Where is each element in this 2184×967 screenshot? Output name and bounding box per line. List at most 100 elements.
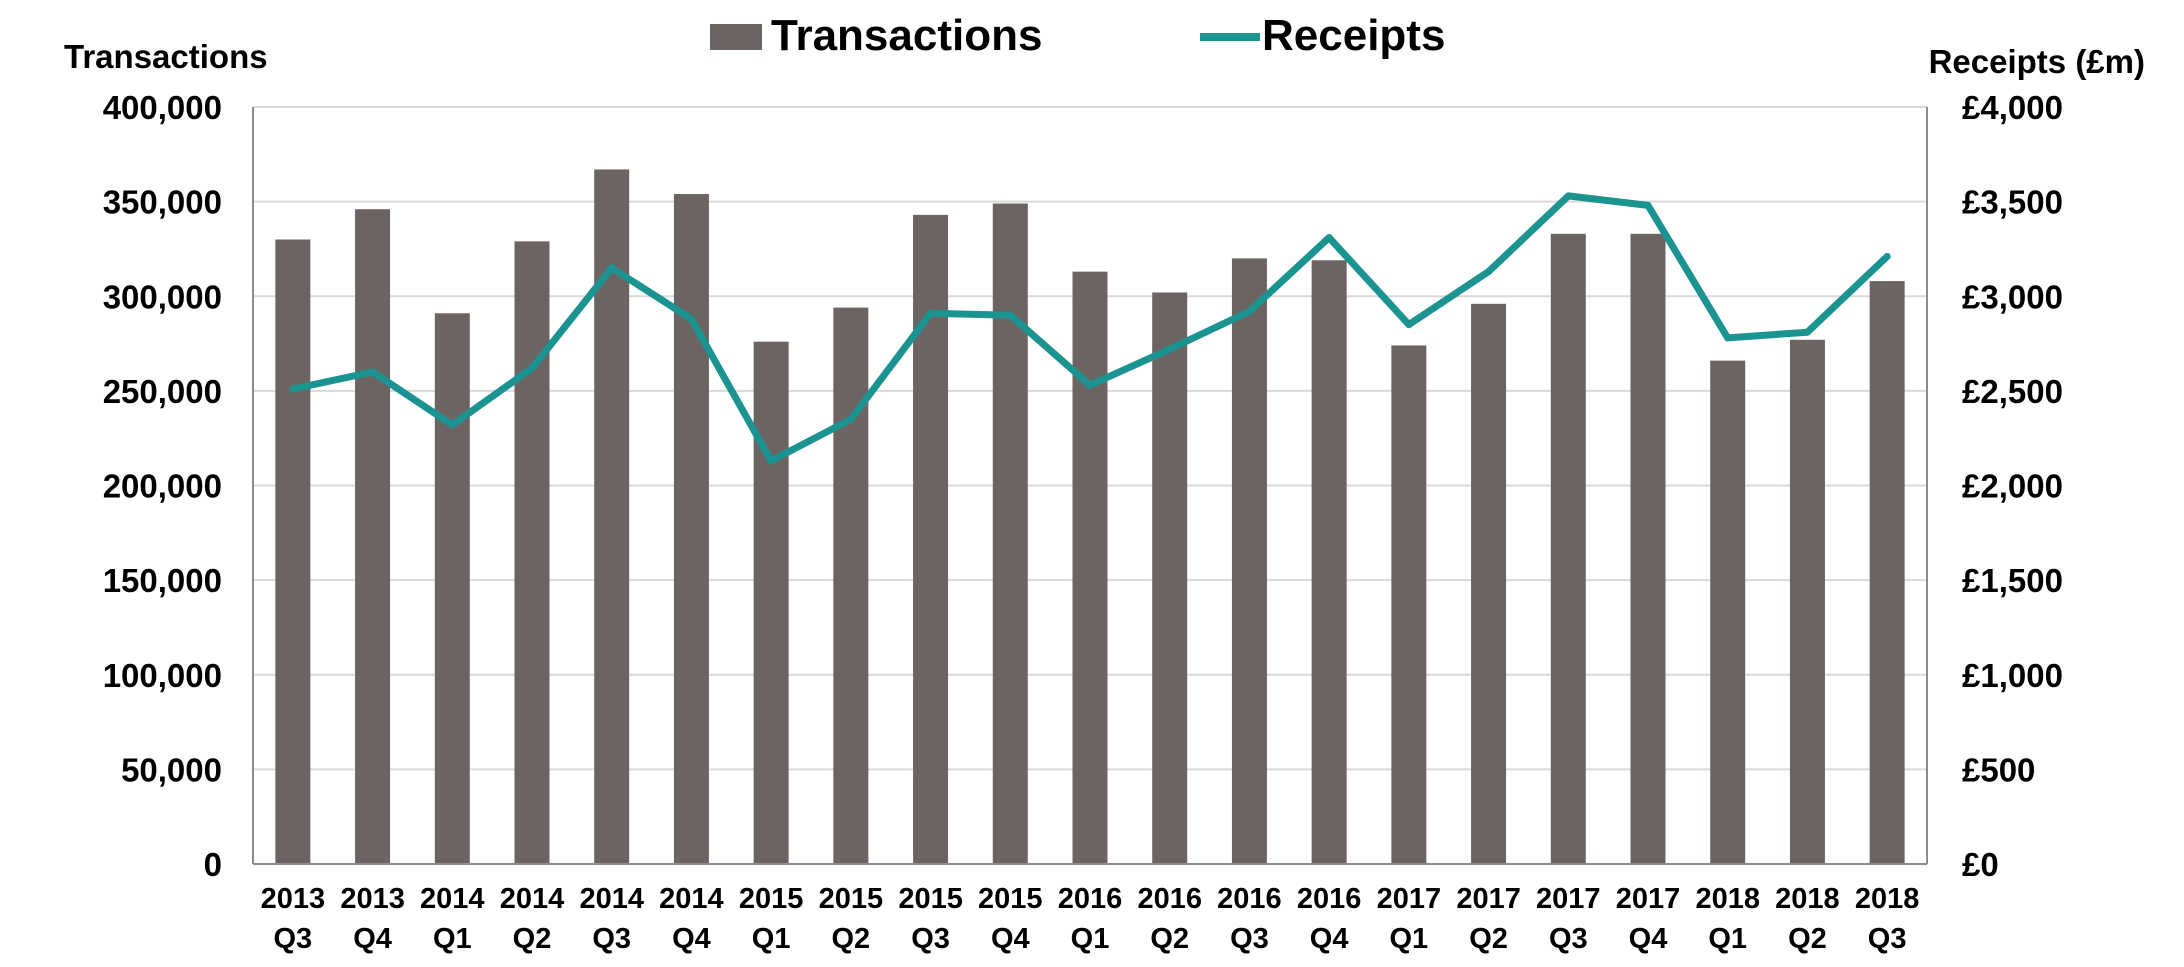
bar-transactions: [514, 241, 550, 864]
x-tick-label-quarter: Q4: [353, 923, 392, 955]
point-receipts: [1485, 268, 1493, 276]
bar-transactions: [992, 203, 1028, 864]
point-receipts: [1086, 381, 1094, 389]
y-right-tick-label: £1,000: [1962, 657, 2063, 694]
y-left-tick-label: 100,000: [103, 657, 222, 694]
x-tick-label-year: 2015: [739, 883, 804, 915]
point-receipts: [1803, 328, 1811, 336]
y-left-tick-label: 0: [204, 846, 222, 883]
x-tick-label-quarter: Q1: [752, 923, 791, 955]
x-tick-label-year: 2015: [819, 883, 884, 915]
bar-transactions: [673, 194, 709, 864]
x-tick-label-quarter: Q2: [832, 923, 871, 955]
x-tick-label-quarter: Q2: [513, 923, 552, 955]
legend-label-receipts: Receipts: [1262, 11, 1445, 60]
bar-transactions: [1789, 339, 1825, 865]
x-tick-label-year: 2014: [659, 883, 724, 915]
x-tick-label-year: 2016: [1137, 883, 1202, 915]
bar-transactions: [1152, 292, 1188, 865]
x-tick-label-quarter: Q3: [592, 923, 631, 955]
point-receipts: [927, 309, 935, 317]
axes: [252, 107, 1928, 865]
bar-transactions: [833, 307, 869, 865]
x-tick-label-year: 2018: [1695, 883, 1760, 915]
bars: [275, 169, 1905, 865]
x-tick-label-quarter: Q1: [433, 923, 472, 955]
x-tick-label-quarter: Q4: [1629, 923, 1668, 955]
bar-transactions: [1231, 258, 1267, 864]
x-tick-label-year: 2014: [500, 883, 565, 915]
y-right-tick-label: £3,000: [1962, 278, 2063, 315]
point-receipts: [289, 385, 297, 393]
y-left-tick-label: 200,000: [103, 468, 222, 505]
y-left-tick-label: 250,000: [103, 373, 222, 410]
legend-label-transactions: Transactions: [771, 11, 1042, 60]
bar-transactions: [1869, 281, 1905, 864]
point-receipts: [1405, 321, 1413, 329]
x-tick-label-year: 2017: [1616, 883, 1681, 915]
bar-transactions: [434, 313, 470, 865]
point-receipts: [608, 264, 616, 272]
x-tick-label-quarter: Q2: [1469, 923, 1508, 955]
x-tick-label-quarter: Q1: [1071, 923, 1110, 955]
x-tick-label-quarter: Q4: [1310, 923, 1349, 955]
x-tick-label-year: 2014: [420, 883, 485, 915]
bar-transactions: [275, 239, 311, 865]
y-right-tick-label: £2,000: [1962, 468, 2063, 505]
bar-transactions: [1471, 303, 1507, 864]
point-receipts: [1564, 192, 1572, 200]
legend-swatch-transactions: [710, 24, 762, 50]
y-right-tick-label: £500: [1962, 751, 2035, 788]
y-left-tick-label: 300,000: [103, 278, 222, 315]
legend: Transactions Receipts: [710, 11, 1445, 60]
bar-transactions: [355, 209, 391, 864]
point-receipts: [1006, 311, 1014, 319]
y-right-tick-label: £0: [1962, 846, 1999, 883]
bar-transactions: [1311, 260, 1347, 865]
x-tick-label-year: 2018: [1775, 883, 1840, 915]
point-receipts: [448, 421, 456, 429]
y-right-tick-label: £2,500: [1962, 373, 2063, 410]
x-tick-label-quarter: Q1: [1708, 923, 1747, 955]
point-receipts: [847, 415, 855, 423]
point-receipts: [1166, 345, 1174, 353]
bar-transactions: [1710, 360, 1746, 864]
x-tick-label-year: 2018: [1855, 883, 1920, 915]
point-receipts: [687, 315, 695, 323]
y-right-axis-label: Receipts (£m): [1929, 43, 2145, 80]
x-tick-label-year: 2016: [1297, 883, 1362, 915]
x-tick-label-year: 2016: [1058, 883, 1123, 915]
x-tick-label-quarter: Q4: [672, 923, 711, 955]
y-right-tick-label: £3,500: [1962, 184, 2063, 221]
x-tick-label-quarter: Q3: [1549, 923, 1588, 955]
point-receipts: [1245, 307, 1253, 315]
x-tick-label-year: 2014: [579, 883, 644, 915]
y-left-tick-label: 350,000: [103, 184, 222, 221]
point-receipts: [1724, 334, 1732, 342]
x-tick-label-quarter: Q4: [991, 923, 1030, 955]
y-left-tick-label: 400,000: [103, 89, 222, 126]
bar-transactions: [1550, 233, 1586, 865]
y-left-tick-label: 150,000: [103, 562, 222, 599]
x-tick-label-year: 2013: [261, 883, 326, 915]
bar-transactions: [753, 341, 789, 864]
point-receipts: [1644, 201, 1652, 209]
x-tick-label-quarter: Q2: [1788, 923, 1827, 955]
receipts-line-layer: [289, 192, 1891, 465]
point-receipts: [528, 364, 536, 372]
point-receipts: [1883, 253, 1891, 261]
x-tick-label-quarter: Q3: [911, 923, 950, 955]
x-tick-label-quarter: Q3: [274, 923, 313, 955]
x-tick-label-year: 2016: [1217, 883, 1282, 915]
x-tick-label-year: 2017: [1377, 883, 1442, 915]
x-tick-label-quarter: Q3: [1230, 923, 1269, 955]
x-tick-label-year: 2015: [978, 883, 1043, 915]
x-tick-label-quarter: Q3: [1868, 923, 1907, 955]
bar-transactions: [1072, 271, 1108, 865]
x-tick-label-year: 2013: [340, 883, 405, 915]
tick-labels: 0 £0 50,000 £500 100,000 £1,000 150,000 £1,500 2…: [103, 89, 2063, 955]
point-receipts: [767, 457, 775, 465]
bar-transactions: [1630, 233, 1666, 865]
